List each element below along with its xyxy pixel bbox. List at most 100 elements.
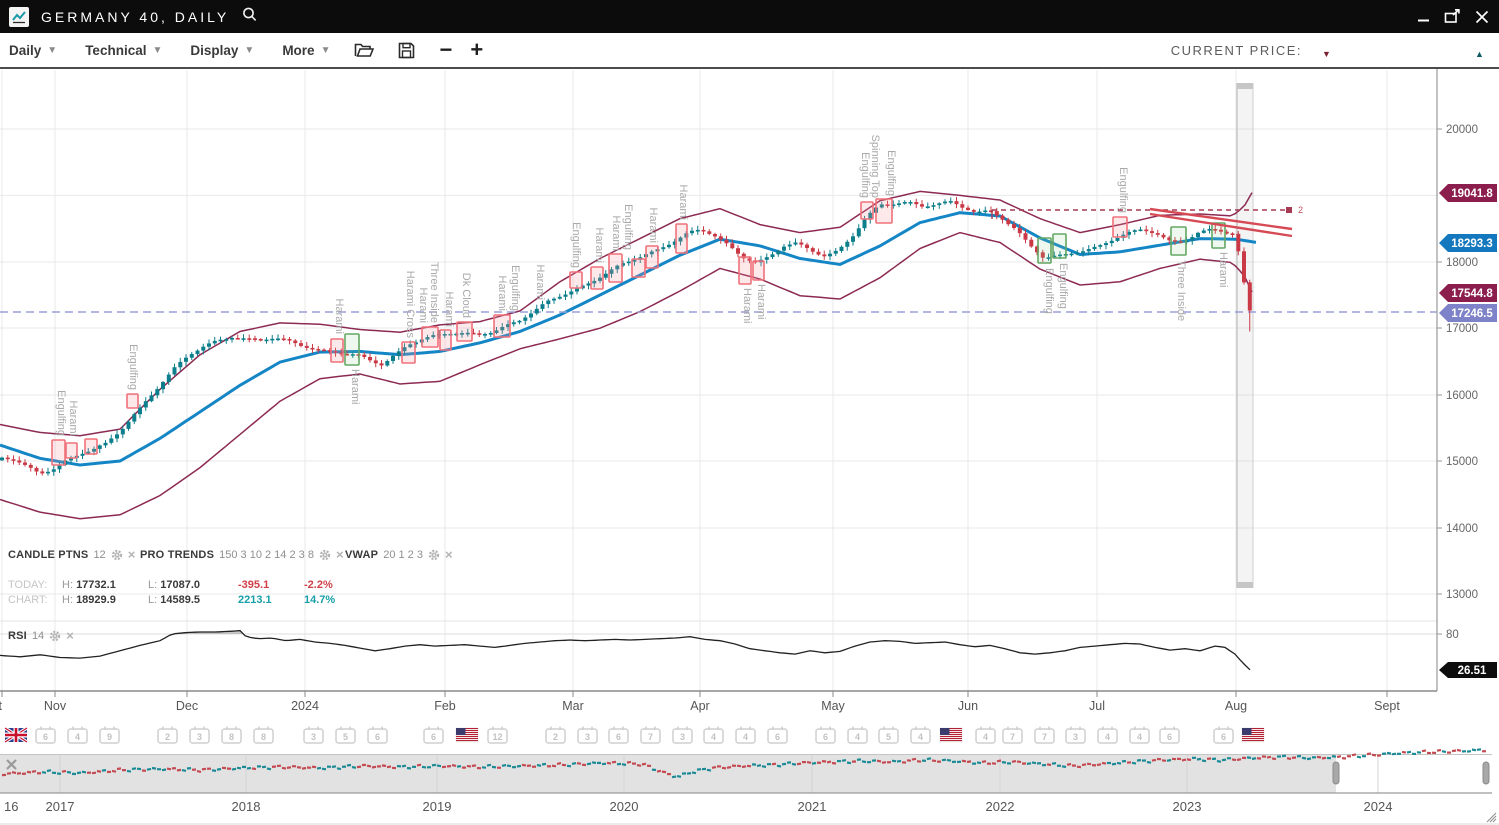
svg-text:4: 4 [75,732,80,742]
minimize-button[interactable] [1417,10,1430,23]
calendar-icon[interactable] [815,728,836,744]
calendar-icon[interactable] [487,728,508,744]
save-icon[interactable] [398,42,415,59]
calendar-icon[interactable] [1159,728,1180,744]
search-icon[interactable] [241,6,258,28]
us-flag-icon[interactable] [1241,727,1265,743]
close-icon[interactable]: × [66,628,74,643]
gear-icon[interactable] [428,549,440,561]
gear-icon[interactable] [49,630,61,642]
calendar-icon[interactable] [672,728,693,744]
calendar-icon[interactable] [335,728,356,744]
calendar-icon[interactable] [1213,728,1234,744]
popout-window-button[interactable] [1444,9,1461,24]
calendar-icon[interactable] [253,728,274,744]
svg-text:9: 9 [107,732,112,742]
month-label: Dec [176,699,198,713]
pattern-box [493,314,511,338]
calendar-icon[interactable] [577,728,598,744]
legend-pro-trends: PRO TRENDS 150 3 10 2 14 2 3 8 × [140,547,344,562]
chart-low: 14589.5 [160,594,201,606]
pattern-box [860,201,874,220]
calendar-icon[interactable] [703,728,724,744]
calendar-icon[interactable] [1129,728,1150,744]
svg-text:2: 2 [1298,205,1303,215]
pattern-box [401,341,416,364]
chart-label: CHART: [8,594,48,606]
legend-pro-trends-name: PRO TRENDS [140,549,215,561]
svg-text:6: 6 [375,732,380,742]
calendar-icon[interactable] [1065,728,1086,744]
resize-grip[interactable] [1486,812,1497,823]
month-label: Apr [690,699,709,713]
calendar-icon[interactable] [67,728,88,744]
calendar-icon[interactable] [189,728,210,744]
open-file-icon[interactable] [354,42,375,58]
calendar-icon[interactable] [99,728,120,744]
calendar-icon[interactable] [878,728,899,744]
pattern-box [752,260,765,281]
svg-text:4: 4 [983,732,988,742]
navigator: 16 2017 2018 2019 2020 2021 2022 2023 2024 [0,748,1499,825]
highlight-band [1236,83,1254,588]
gear-icon[interactable] [111,549,123,561]
navigator-left-handle[interactable] [1332,761,1340,785]
us-flag-icon[interactable] [455,727,479,743]
interval-dropdown[interactable]: Daily ▼ [9,43,57,58]
pattern-box [439,329,452,351]
pattern-box [1052,233,1067,259]
svg-text:17246.5: 17246.5 [1451,308,1493,320]
svg-text:8: 8 [261,732,266,742]
pattern-box [1037,237,1052,264]
calendar-icon[interactable] [767,728,788,744]
legend-candle-ptns: CANDLE PTNS 12 × [8,547,136,562]
calendar-icon[interactable] [608,728,629,744]
calendar-icon[interactable] [1002,728,1023,744]
calendar-icon[interactable] [910,728,931,744]
svg-text:4: 4 [743,732,748,742]
calendar-icon[interactable] [303,728,324,744]
calendar-icon[interactable] [367,728,388,744]
calendar-icon[interactable] [157,728,178,744]
calendar-icon[interactable] [847,728,868,744]
chevron-down-icon: ▼ [152,44,163,56]
close-icon[interactable]: × [444,547,453,562]
calendar-icon[interactable] [640,728,661,744]
zoom-out-button[interactable]: − [439,37,453,62]
more-dropdown[interactable]: More ▼ [282,43,330,58]
calendar-icon[interactable] [35,728,56,744]
navigator-close-icon[interactable] [6,759,17,770]
axis-price-badge [1439,184,1497,202]
nav-year-label: 2018 [232,799,261,814]
pattern-box [344,333,360,366]
nav-year-label: 2024 [1364,799,1393,814]
technical-dropdown[interactable]: Technical ▼ [85,43,162,58]
calendar-icon[interactable] [545,728,566,744]
ask-price-value: 17247. [1417,45,1463,62]
technical-dropdown-label: Technical [85,42,147,58]
calendar-icon[interactable] [1097,728,1118,744]
zoom-in-button[interactable]: + [470,37,484,62]
calendar-icon[interactable] [975,728,996,744]
uk-flag-icon[interactable] [4,726,28,744]
pattern-box [456,321,473,342]
close-icon[interactable]: × [335,547,344,562]
moving-average-line [0,211,1257,467]
gear-icon[interactable] [319,549,331,561]
calendar-icon[interactable] [1034,728,1055,744]
close-button[interactable] [1475,10,1489,24]
today-label: TODAY: [8,579,48,591]
display-dropdown[interactable]: Display ▼ [190,43,254,58]
svg-text:26.51: 26.51 [1458,665,1487,677]
pattern-label: Harami [349,369,361,404]
calendar-icon[interactable] [423,728,444,744]
close-icon[interactable]: × [127,547,136,562]
us-flag-icon[interactable] [939,727,963,743]
svg-text:3: 3 [197,732,202,742]
axis-price-badge [1439,234,1497,252]
rsi-level-label: 80 [1446,629,1459,641]
navigator-right-handle[interactable] [1482,761,1490,785]
pattern-label: Harami [417,288,429,323]
calendar-icon[interactable] [221,728,242,744]
calendar-icon[interactable] [735,728,756,744]
